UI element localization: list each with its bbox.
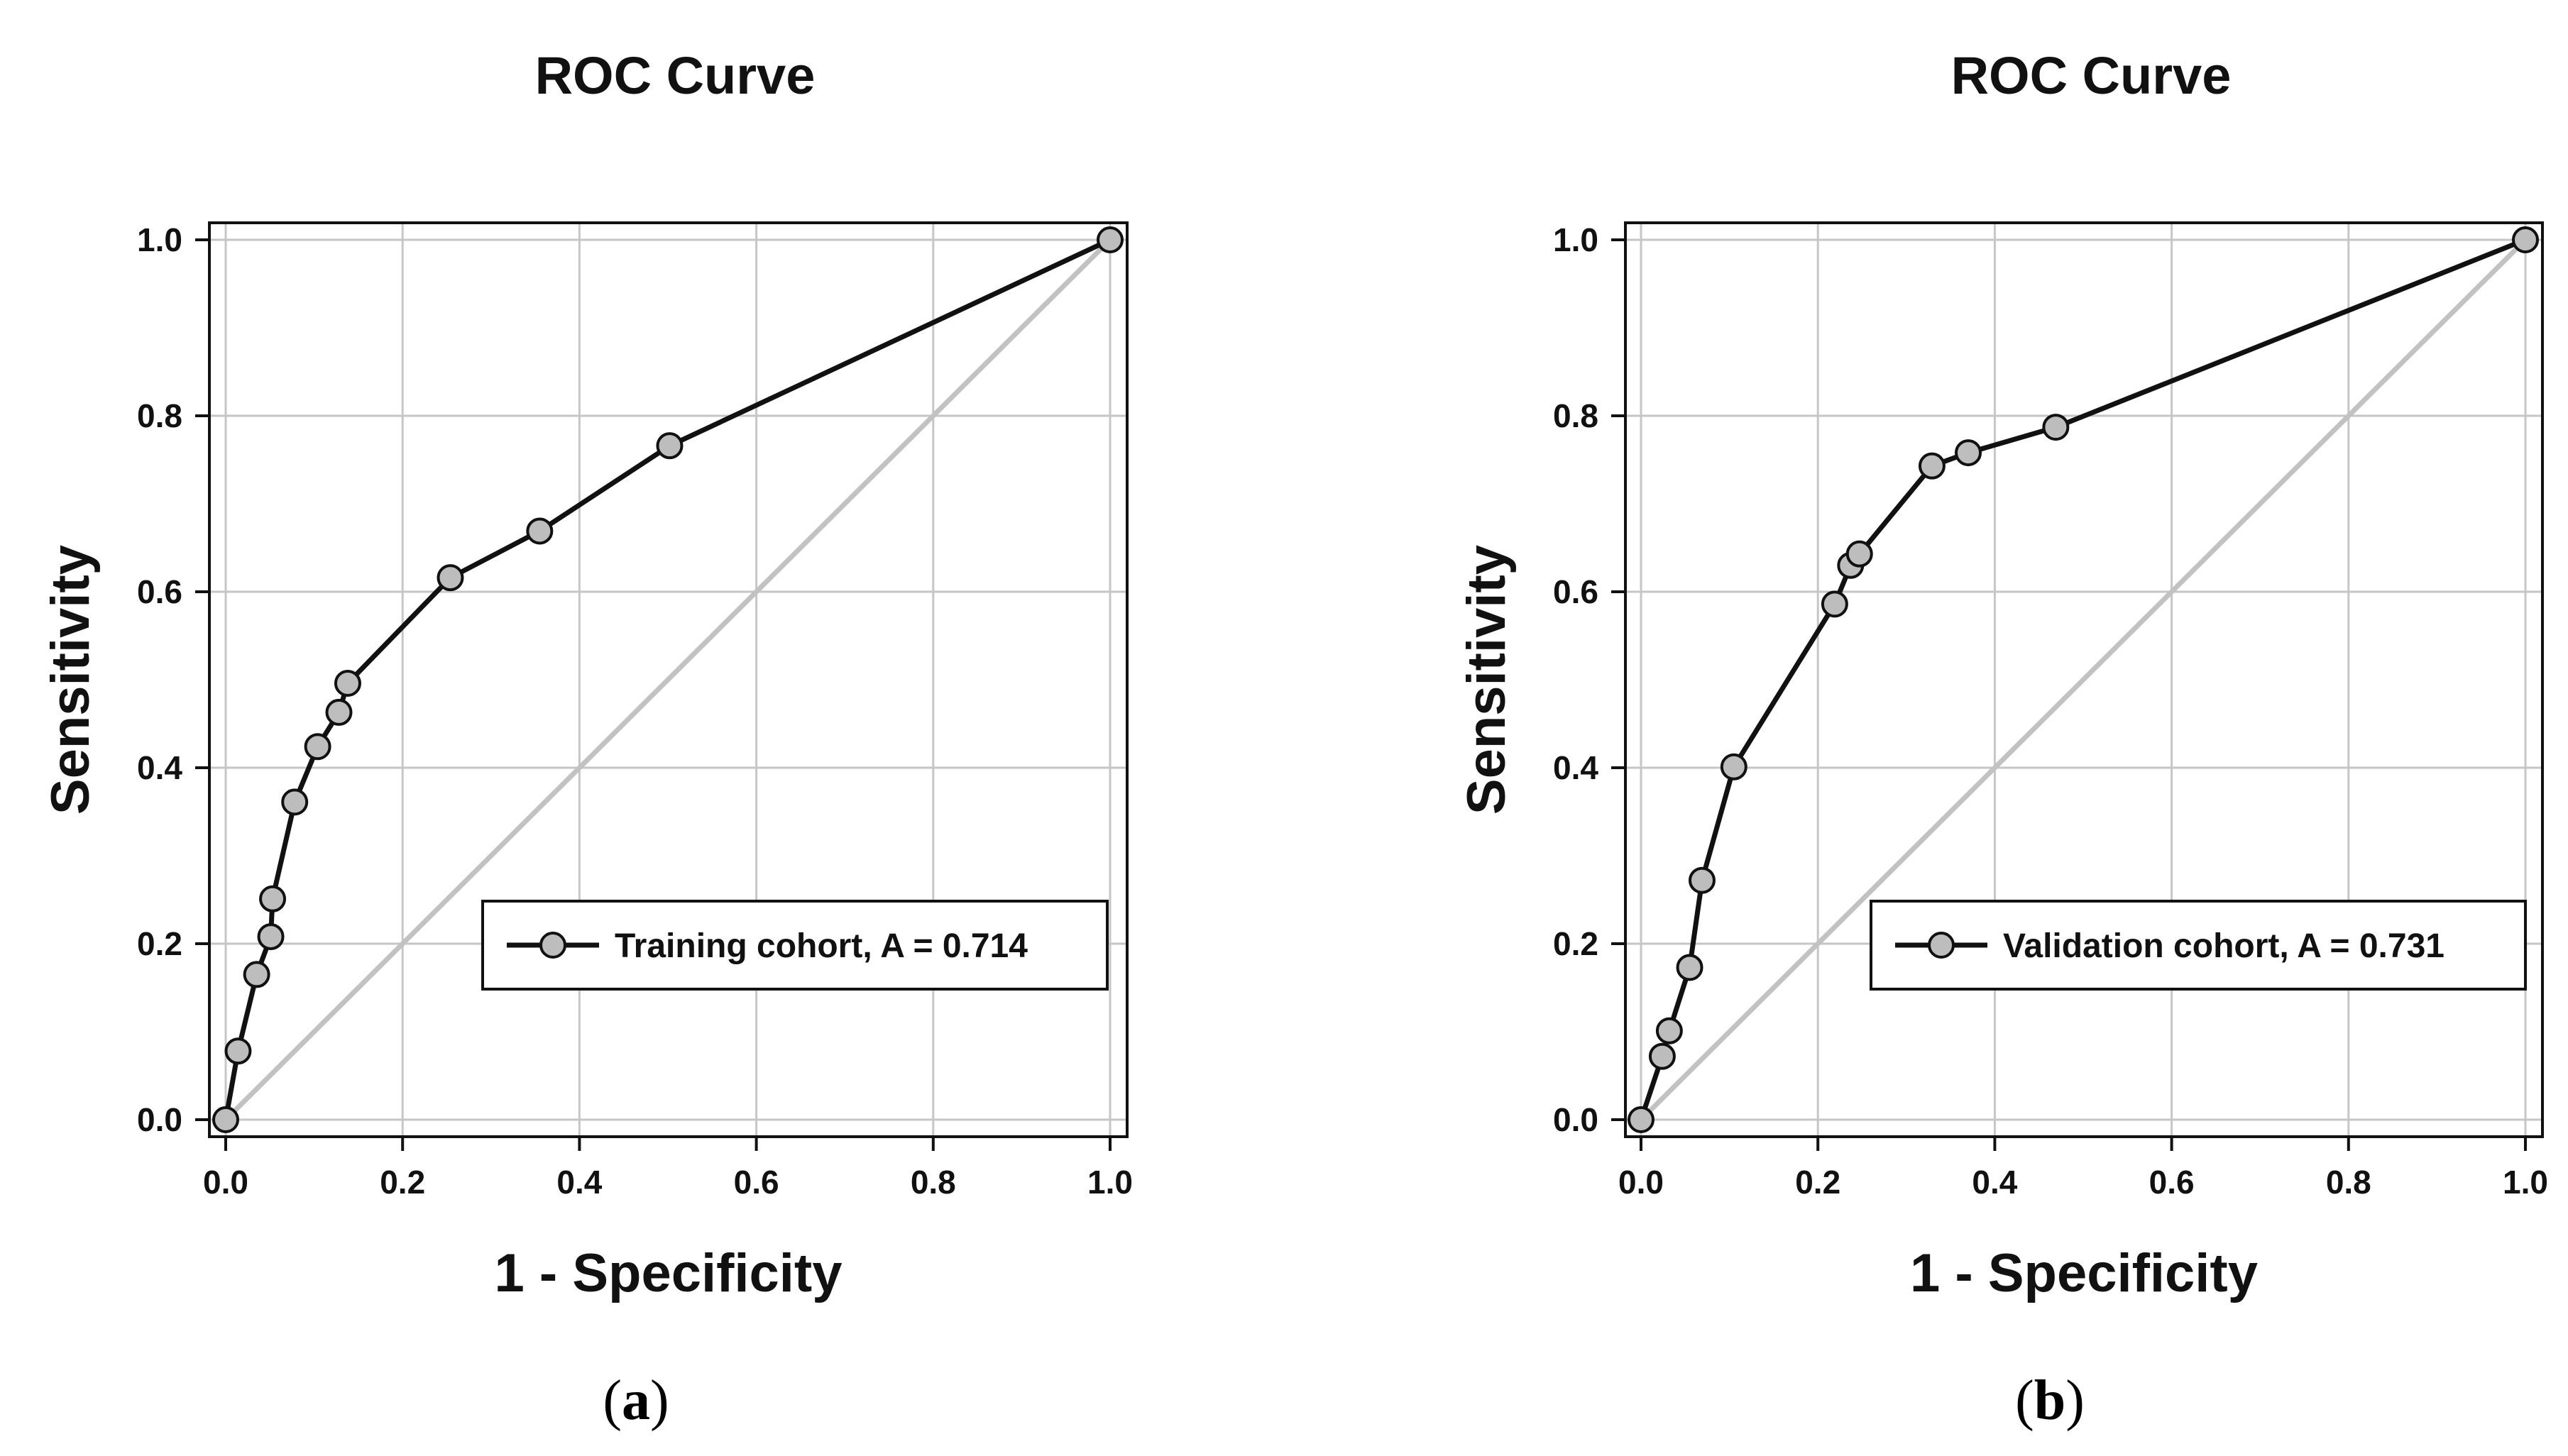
roc-point-7: [325, 698, 353, 726]
chart-title: ROC Curve: [1951, 46, 2232, 105]
x-tick-label-4: 0.8: [2326, 1164, 2371, 1201]
x-tick-label-0: 0.0: [1618, 1164, 1664, 1201]
roc-point-0: [212, 1106, 239, 1133]
y-tick-label-1: 0.2: [1553, 925, 1598, 962]
x-tick-label-1: 0.2: [1795, 1164, 1840, 1201]
caption-open-paren: (: [603, 1369, 622, 1432]
roc-point-12: [2512, 226, 2539, 253]
x-tick-label-5: 1.0: [1087, 1164, 1133, 1201]
y-tick-label-1: 0.2: [137, 925, 182, 962]
caption-letter: b: [2034, 1369, 2066, 1432]
reference-diagonal: [1639, 238, 2528, 1122]
roc-point-5: [1720, 753, 1747, 781]
legend-label: Validation cohort, A = 0.731: [2003, 927, 2444, 965]
roc-point-2: [1655, 1017, 1683, 1044]
roc-point-10: [1955, 439, 1982, 467]
roc-point-6: [304, 733, 331, 761]
roc-point-10: [526, 517, 554, 545]
caption-close-paren: ): [2065, 1369, 2085, 1432]
y-tick-label-0: 0.0: [137, 1101, 182, 1138]
y-tick-label-5: 1.0: [1553, 221, 1598, 258]
roc-point-6: [1821, 590, 1848, 618]
roc-point-3: [1676, 954, 1703, 981]
x-tick-label-3: 0.6: [734, 1164, 779, 1201]
roc-point-1: [1648, 1042, 1676, 1070]
x-tick-label-3: 0.6: [2149, 1164, 2195, 1201]
x-axis-label: 1 - Specificity: [495, 1243, 843, 1303]
reference-diagonal: [224, 238, 1112, 1122]
roc-point-8: [334, 669, 361, 697]
roc-point-1: [224, 1037, 252, 1065]
roc-point-9: [1918, 452, 1946, 480]
y-tick-label-0: 0.0: [1553, 1101, 1598, 1138]
roc-point-2: [243, 961, 270, 988]
caption-letter: a: [622, 1369, 650, 1432]
y-tick-label-4: 0.8: [137, 397, 182, 434]
roc-point-5: [281, 788, 309, 816]
x-tick-label-0: 0.0: [203, 1164, 248, 1201]
roc-point-9: [437, 564, 464, 592]
caption-open-paren: (: [2015, 1369, 2034, 1432]
x-tick-label-5: 1.0: [2503, 1164, 2548, 1201]
roc-point-4: [259, 885, 287, 912]
y-tick-label-2: 0.4: [137, 749, 182, 786]
roc-point-12: [1097, 226, 1124, 253]
roc-panel-b: ROC Curve 0.0 0.2 0.4 0.6 0.8 1.0 0.0 0.2 0.4 0.6 0…: [1456, 46, 2548, 1432]
plot-frame: [208, 221, 1129, 1138]
panel-caption: (a): [603, 1369, 669, 1432]
roc-panel-a: ROC Curve 0.0 0.2 0.4 0.6 0.8 1.0 0.0 0.2 0.4 0.6 0…: [40, 46, 1133, 1432]
x-tick-label-4: 0.8: [911, 1164, 956, 1201]
legend-marker: [1928, 932, 1955, 959]
legend-marker: [539, 932, 566, 959]
y-tick-label-3: 0.6: [1553, 573, 1598, 610]
roc-point-8: [1845, 540, 1873, 568]
x-tick-label-1: 0.2: [380, 1164, 425, 1201]
plot-frame: [1624, 221, 2544, 1138]
roc-point-11: [2042, 414, 2070, 441]
caption-close-paren: ): [650, 1369, 669, 1432]
panel-caption: (b): [2015, 1369, 2085, 1432]
y-tick-label-3: 0.6: [137, 573, 182, 610]
y-axis-label: Sensitivity: [1456, 545, 1517, 815]
y-tick-label-5: 1.0: [137, 221, 182, 258]
legend-label: Training cohort, A = 0.714: [615, 927, 1028, 965]
roc-point-0: [1628, 1106, 1655, 1133]
roc-point-11: [656, 432, 684, 460]
y-tick-label-2: 0.4: [1553, 749, 1598, 786]
y-tick-label-4: 0.8: [1553, 397, 1598, 434]
y-axis-label: Sensitivity: [40, 545, 101, 815]
legend: Training cohort, A = 0.714: [481, 900, 1109, 991]
chart-title: ROC Curve: [535, 46, 816, 105]
x-tick-label-2: 0.4: [1972, 1164, 2017, 1201]
x-tick-label-2: 0.4: [556, 1164, 602, 1201]
roc-point-4: [1688, 866, 1716, 894]
x-axis-label: 1 - Specificity: [1910, 1243, 2258, 1303]
legend: Validation cohort, A = 0.731: [1870, 900, 2527, 991]
roc-point-3: [257, 923, 285, 951]
